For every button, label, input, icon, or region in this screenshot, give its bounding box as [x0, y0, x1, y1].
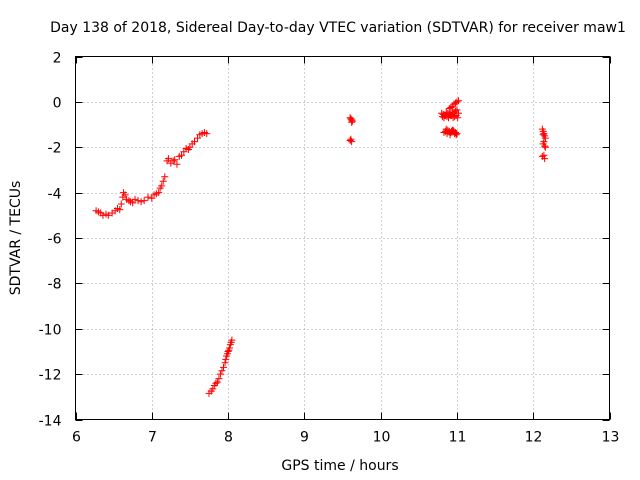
data-point: [121, 191, 129, 199]
data-point: [348, 117, 356, 125]
data-point: [228, 336, 236, 344]
y-tick-label: -2: [48, 141, 62, 157]
y-tick-label: -4: [48, 187, 62, 203]
x-tick-label: 9: [300, 430, 309, 446]
data-point: [451, 113, 459, 121]
data-point: [222, 355, 230, 363]
data-point: [539, 131, 547, 139]
series-points: [92, 97, 549, 397]
data-point: [191, 138, 199, 146]
x-tick-label: 8: [224, 430, 233, 446]
x-axis-label: GPS time / hours: [281, 458, 398, 474]
data-point: [161, 173, 169, 181]
chart-title: Day 138 of 2018, Sidereal Day-to-day VTE…: [50, 20, 626, 36]
x-tick-label: 7: [148, 430, 157, 446]
grid: [75, 56, 610, 420]
data-point: [171, 156, 179, 164]
data-point: [209, 385, 217, 393]
data-point: [216, 370, 224, 378]
data-point: [348, 138, 356, 146]
data-point: [348, 118, 356, 126]
data-point: [446, 131, 454, 139]
data-point: [226, 344, 234, 352]
data-point: [140, 197, 148, 205]
y-axis-label: SDTVAR / TECUs: [8, 181, 24, 296]
data-point: [104, 211, 112, 219]
y-tick-label: -10: [39, 323, 62, 339]
x-tick-label: 11: [449, 430, 467, 446]
data-point: [446, 110, 454, 118]
data-point: [452, 131, 460, 139]
data-point: [541, 143, 549, 151]
data-point: [155, 189, 163, 197]
data-point: [117, 200, 125, 208]
data-point: [447, 104, 455, 112]
data-point: [125, 197, 133, 205]
data-point: [134, 197, 142, 205]
data-point: [346, 136, 354, 144]
data-point: [443, 130, 451, 138]
data-point: [453, 98, 461, 106]
x-tick-labels: 6 7 8 9 10 11 12 13: [72, 430, 619, 446]
data-point: [169, 157, 177, 165]
data-point: [212, 379, 220, 387]
data-point: [224, 347, 232, 355]
data-point: [221, 359, 229, 367]
data-point: [213, 378, 221, 386]
data-point: [203, 130, 211, 138]
data-point: [454, 97, 462, 105]
data-point: [541, 142, 549, 150]
data-point: [131, 195, 139, 203]
y-tick-label: -14: [39, 414, 62, 430]
data-point: [158, 182, 166, 190]
data-point: [144, 193, 152, 201]
plot-frame: [75, 56, 610, 420]
y-tick-label: 2: [53, 51, 62, 67]
axis-ticks: [75, 56, 611, 421]
data-point: [173, 160, 181, 168]
y-tick-label: -8: [48, 277, 62, 293]
data-point: [541, 155, 549, 163]
x-tick-label: 10: [373, 430, 391, 446]
data-point: [218, 367, 226, 375]
data-point: [137, 198, 145, 206]
y-tick-labels: -14 -12 -10 -8 -6 -4 -2 0 2: [39, 51, 62, 430]
y-tick-label: -12: [39, 368, 62, 384]
y-tick-label: -6: [48, 232, 62, 248]
data-point: [451, 130, 459, 138]
data-point: [454, 114, 462, 122]
y-tick-label: 0: [53, 96, 62, 112]
x-tick-label: 12: [525, 430, 543, 446]
data-point: [215, 375, 223, 383]
data-point: [449, 126, 457, 134]
data-point: [159, 177, 167, 185]
x-tick-label: 6: [72, 430, 81, 446]
data-point: [219, 363, 227, 371]
data-point: [540, 151, 548, 159]
data-point: [440, 129, 448, 137]
data-point: [116, 206, 124, 214]
x-tick-label: 13: [602, 430, 620, 446]
data-point: [453, 106, 461, 114]
data-point: [165, 155, 173, 163]
